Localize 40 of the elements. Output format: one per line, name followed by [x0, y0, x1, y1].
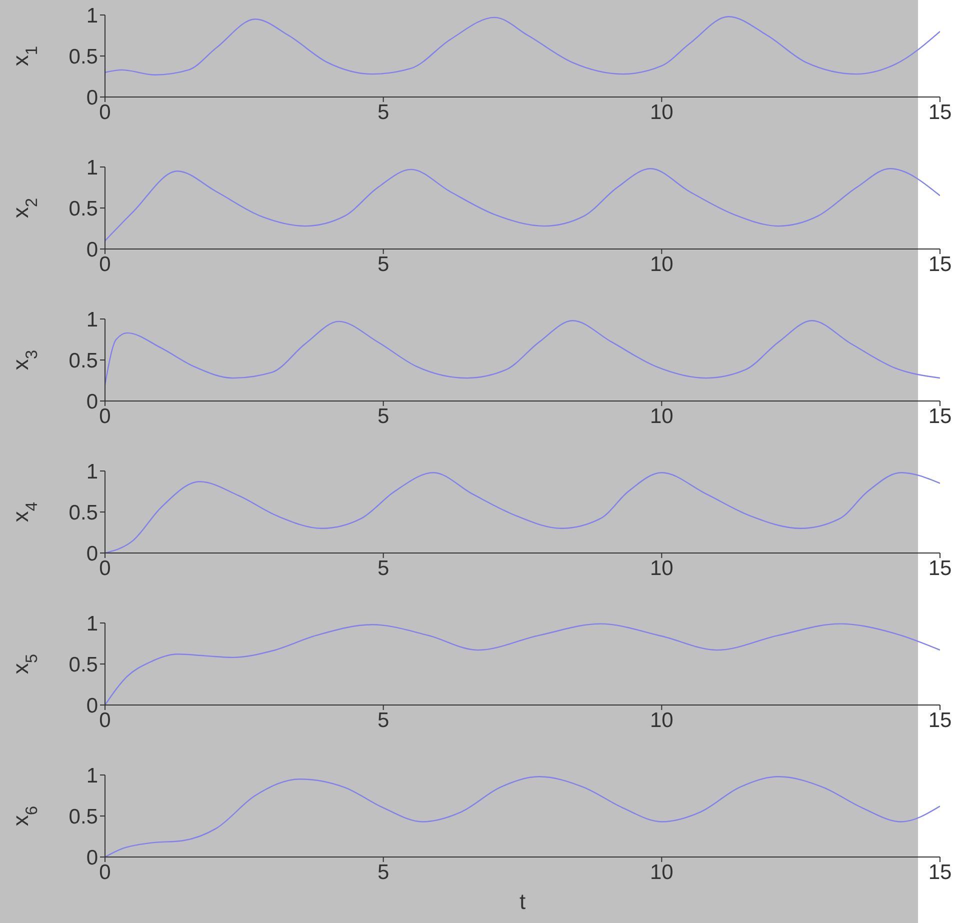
x-tick-label: 15	[928, 100, 952, 124]
y-tick-label: 0	[86, 86, 98, 110]
x-tick-label: 10	[650, 860, 674, 884]
y-tick-label: 1	[86, 460, 98, 484]
x-axis-title: t	[519, 889, 526, 914]
x-tick-label: 5	[377, 404, 390, 428]
y-tick-label: 0.5	[68, 653, 98, 676]
y-tick-label: 0	[86, 390, 98, 414]
x-tick-label: 5	[377, 860, 390, 884]
y-tick-label: 0.5	[68, 45, 98, 68]
line-series	[105, 168, 940, 242]
x-tick-label: 15	[928, 404, 952, 428]
line-series	[105, 320, 940, 386]
x-tick-label: 10	[650, 404, 674, 428]
x-tick-label: 10	[650, 556, 674, 580]
line-series	[105, 16, 940, 76]
y-tick-label: 0	[86, 542, 98, 566]
y-tick-label: 1	[86, 4, 98, 28]
x-tick-label: 5	[377, 708, 390, 732]
x-tick-label: 10	[650, 708, 674, 732]
x-tick-label: 5	[377, 100, 390, 124]
y-tick-label: 0	[86, 846, 98, 870]
y-tick-label: 1	[86, 764, 98, 788]
x-tick-label: 15	[928, 252, 952, 276]
x-tick-label: 10	[650, 100, 674, 124]
y-tick-label: 1	[86, 612, 98, 636]
y-tick-label: 1	[86, 308, 98, 332]
y-tick-label: 1	[86, 156, 98, 180]
x-tick-label: 15	[928, 556, 952, 580]
y-tick-label: 0.5	[68, 805, 98, 828]
x-tick-label: 5	[377, 252, 390, 276]
y-tick-label: 0.5	[68, 197, 98, 220]
y-tick-label: 0.5	[68, 349, 98, 372]
x-tick-label: 15	[928, 860, 952, 884]
y-tick-label: 0	[86, 238, 98, 262]
x-tick-label: 5	[377, 556, 390, 580]
y-tick-label: 0	[86, 694, 98, 718]
x-tick-label: 10	[650, 252, 674, 276]
y-tick-label: 0.5	[68, 501, 98, 524]
x-tick-label: 15	[928, 708, 952, 732]
